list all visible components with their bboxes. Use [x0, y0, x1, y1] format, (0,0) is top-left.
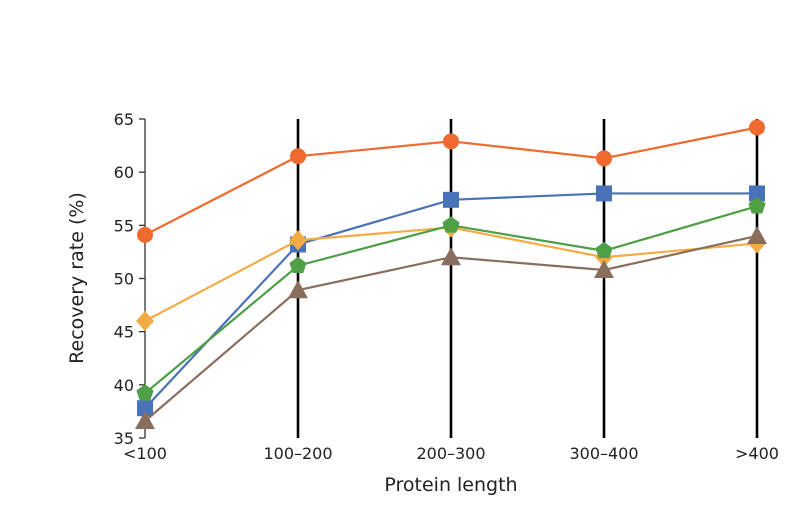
data-point-triangle	[747, 225, 767, 244]
data-point-square	[443, 191, 459, 208]
data-point-circle	[137, 226, 153, 243]
data-point-triangle	[594, 259, 614, 278]
data-point-square	[137, 400, 153, 417]
y-tick-label: 45	[114, 323, 134, 342]
series-4	[136, 197, 766, 401]
x-tick-label: 300–400	[569, 444, 638, 463]
data-point-circle	[596, 150, 612, 167]
x-tick-label: <100	[123, 444, 167, 463]
data-point-circle	[443, 133, 459, 150]
data-point-circle	[749, 119, 765, 136]
data-point-triangle	[135, 410, 155, 429]
y-tick-label: 35	[114, 429, 134, 448]
data-point-triangle	[288, 280, 308, 299]
series-1	[137, 119, 765, 243]
y-axis-title: Recovery rate (%)	[66, 192, 88, 364]
category-gridlines	[296, 119, 759, 438]
data-point-pentagon	[136, 384, 154, 401]
x-tick-label: 100–200	[263, 444, 332, 463]
data-point-diamond	[136, 311, 154, 332]
data-point-circle	[290, 148, 306, 165]
x-axis-title: Protein length	[384, 474, 517, 496]
y-tick-label: 65	[114, 110, 134, 129]
axes: 35 40 45 50 55 60 65 <100 100–200 200–300 300–400 >…	[114, 110, 779, 463]
y-tick-label: 40	[114, 376, 134, 395]
data-point-square	[749, 185, 765, 202]
series-5	[135, 225, 767, 429]
data-point-pentagon	[595, 241, 613, 259]
y-tick-label: 55	[114, 216, 134, 235]
data-point-pentagon	[289, 256, 307, 274]
data-point-triangle	[441, 247, 461, 266]
data-point-square	[596, 185, 612, 202]
data-point-pentagon	[748, 197, 766, 214]
series-layer	[135, 119, 767, 429]
data-point-diamond	[289, 230, 307, 251]
x-tick-label: 200–300	[416, 444, 485, 463]
y-tick-label: 60	[114, 163, 134, 182]
data-point-pentagon	[442, 216, 460, 233]
x-tick-label: >400	[735, 444, 779, 463]
y-tick-label: 50	[114, 270, 134, 289]
